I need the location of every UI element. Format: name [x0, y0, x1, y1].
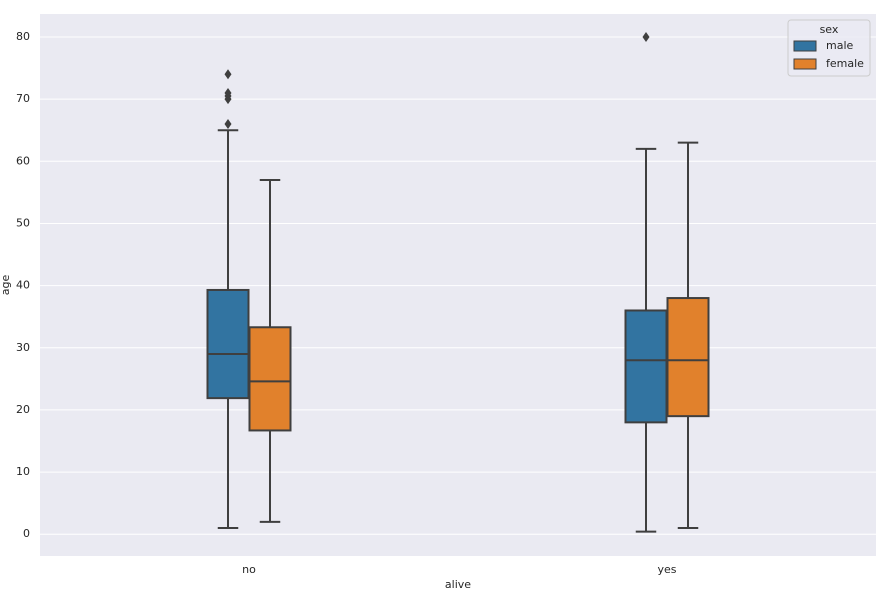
y-tick-label: 10 [16, 465, 30, 478]
legend-label: male [826, 39, 854, 52]
y-tick-label: 20 [16, 403, 30, 416]
box [624, 309, 668, 424]
y-tick-label: 70 [16, 92, 30, 105]
legend-swatch [793, 40, 817, 52]
legend-label: female [826, 57, 864, 70]
legend-swatch [793, 58, 817, 70]
y-tick-label: 50 [16, 216, 30, 229]
box [248, 326, 292, 432]
x-tick-label: no [242, 563, 256, 576]
y-tick-label: 60 [16, 154, 30, 167]
y-tick-label: 40 [16, 279, 30, 292]
plot-background [40, 14, 876, 556]
y-tick-label: 0 [23, 527, 30, 540]
flier [224, 69, 232, 80]
y-tick-label: 30 [16, 341, 30, 354]
legend-title: sex [820, 23, 839, 36]
box [666, 297, 710, 418]
box [206, 288, 250, 400]
y-tick-label: 80 [16, 30, 30, 43]
x-axis-label: alive [445, 578, 471, 591]
flier [224, 119, 232, 130]
x-tick-label: yes [657, 563, 676, 576]
flier [224, 87, 232, 98]
flier [642, 31, 650, 42]
y-axis-label: age [0, 275, 12, 296]
